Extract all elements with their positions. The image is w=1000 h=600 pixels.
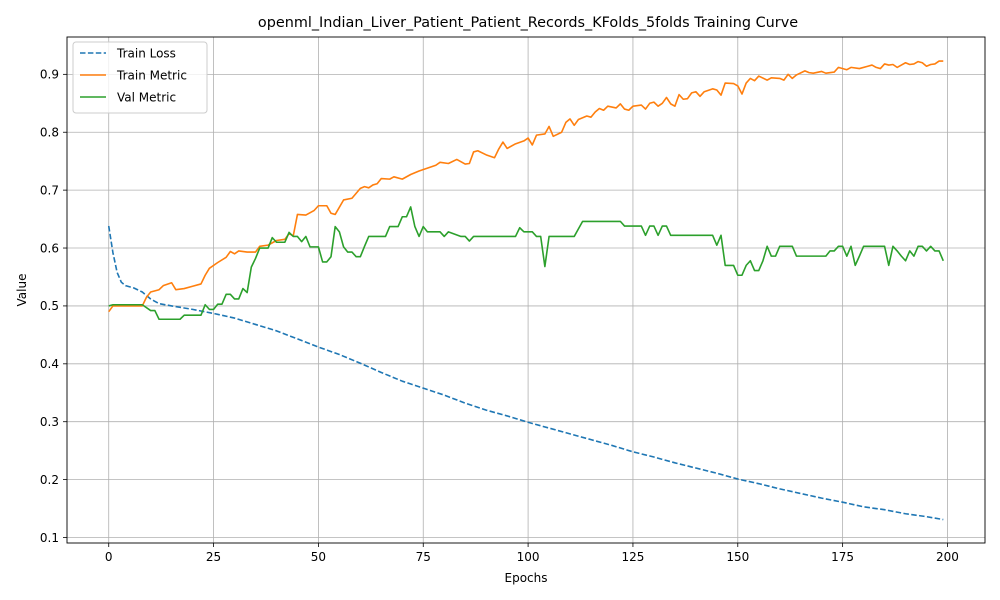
x-tick-label: 50 [311,550,326,564]
legend: Train Loss Train Metric Val Metric [72,41,208,114]
legend-box [72,41,208,114]
y-tick-label: 0.2 [40,473,59,487]
legend-label-val-metric: Val Metric [117,91,176,105]
y-tick-label: 0.1 [40,531,59,545]
y-tick-label: 0.6 [40,241,59,255]
chart-title: openml_Indian_Liver_Patient_Patient_Reco… [258,15,798,31]
x-tick-label: 200 [936,550,959,564]
legend-label-train-metric: Train Metric [116,69,187,83]
x-tick-label: 0 [105,550,113,564]
y-tick-label: 0.4 [40,357,59,371]
series-line-train-loss [107,225,944,521]
x-axis-label: Epochs [505,571,548,585]
series-layer [107,60,945,521]
x-tick-label: 75 [416,550,431,564]
x-tick-label: 100 [517,550,540,564]
x-tick-label: 150 [726,550,749,564]
y-tick-label: 0.3 [40,415,59,429]
legend-label-train-loss: Train Loss [116,47,176,61]
series-line-val-metric [108,206,945,321]
axis-ticks: 0 25 50 75 100 125 150 175 200 0.1 0.2 0.3 0.4 0.5 0.6… [40,68,959,564]
y-tick-label: 0.8 [40,126,59,140]
y-tick-label: 0.7 [40,183,59,197]
y-axis-label: Value [15,274,29,307]
x-tick-label: 175 [831,550,854,564]
x-tick-label: 125 [621,550,644,564]
y-tick-label: 0.5 [40,299,59,313]
grid-lines [67,37,985,543]
y-tick-label: 0.9 [40,68,59,82]
plot-frame [66,36,986,544]
series-line-train-metric [108,60,944,313]
x-tick-label: 25 [206,550,221,564]
